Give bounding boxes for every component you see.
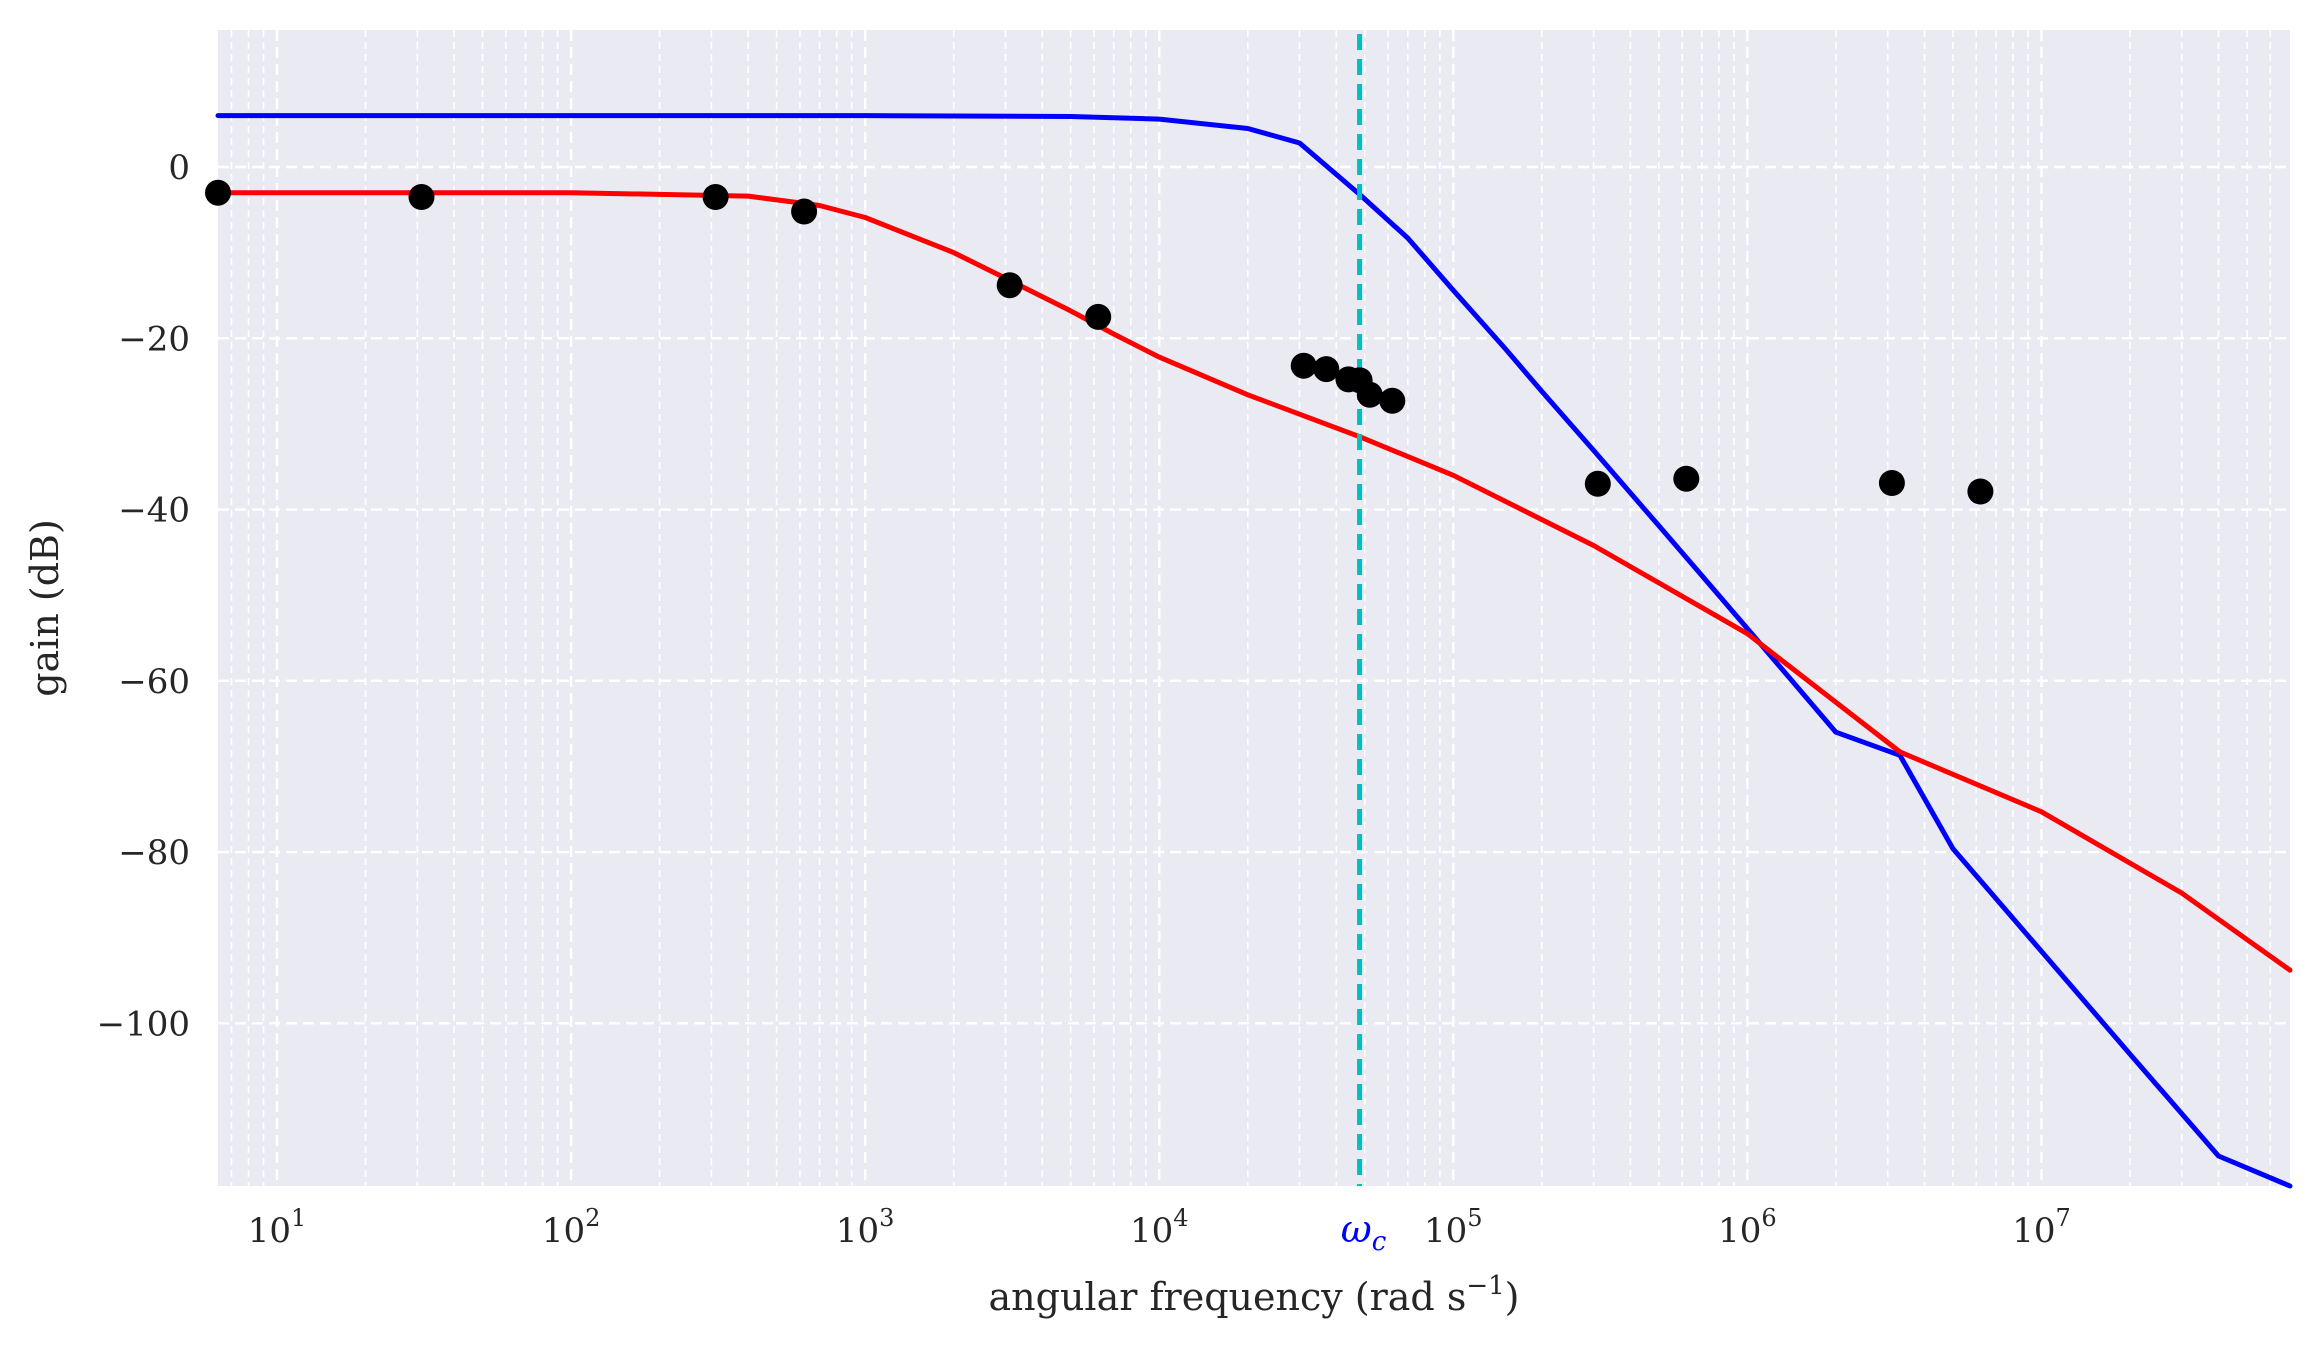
measured-point [205,179,231,206]
measured-point [702,184,729,210]
x-tick-exponent: 1 [291,1204,306,1232]
measured-point [1356,381,1383,408]
measured-point [1584,470,1611,497]
x-tick-exponent: 5 [1467,1204,1482,1232]
cutoff-label-symbol: ω [1341,1207,1372,1251]
y-axis-label: gain (dB) [23,519,67,697]
x-tick-label: 102 [542,1204,601,1251]
measured-point [1313,356,1340,383]
x-tick-base: 10 [248,1211,291,1251]
x-axis-label-main: angular frequency (rad s [989,1275,1467,1319]
x-tick-label: 107 [2012,1204,2071,1251]
x-tick-base: 10 [1130,1211,1173,1251]
x-tick-base: 10 [1424,1211,1467,1251]
measured-point [1085,303,1112,330]
cutoff-frequency-label: ωc [1341,1207,1387,1257]
y-tick-label: −60 [118,662,190,702]
red-response-line [215,190,2293,973]
x-axis-label-close: ) [1505,1275,1520,1319]
x-tick-exponent: 6 [1761,1204,1776,1232]
x-tick-base: 10 [1718,1211,1761,1251]
measured-point [408,184,435,210]
x-axis-label-exponent: −1 [1466,1271,1504,1301]
cutoff-label-subscript: c [1372,1227,1387,1257]
x-tick-exponent: 4 [1173,1204,1188,1232]
measured-point [996,272,1023,299]
x-tick-label: 104 [1130,1204,1189,1251]
y-tick-label: 0 [168,148,190,188]
measured-point [791,198,818,225]
y-tick-label: −100 [97,1004,190,1044]
x-tick-base: 10 [836,1211,879,1251]
measured-point [1673,465,1700,492]
x-axis-label: angular frequency (rad s−1) [989,1271,1520,1319]
y-tick-label: −20 [118,319,190,359]
x-tick-exponent: 7 [2055,1204,2070,1232]
x-tick-label: 106 [1718,1204,1777,1251]
minor-gridlines [230,30,2272,1186]
major-gridlines [218,30,2290,1186]
measured-point [1967,478,1994,505]
measured-point [1379,387,1406,414]
x-tick-base: 10 [2012,1211,2055,1251]
x-tick-label: 103 [836,1204,895,1251]
measured-point [1878,470,1905,496]
y-tick-label: −40 [118,491,190,531]
x-tick-label: 101 [248,1204,307,1251]
y-tick-label: −80 [118,833,190,873]
series-layer [215,113,2293,1189]
measured-point [1290,352,1317,379]
blue-response-line [215,113,2293,1189]
x-tick-label: 105 [1424,1204,1483,1251]
x-tick-exponent: 3 [879,1204,894,1232]
data-points-layer [205,179,1994,505]
x-tick-base: 10 [542,1211,585,1251]
y-tick-labels: 0 −20 −40 −60 −80 −100 [97,148,190,1044]
x-tick-exponent: 2 [585,1204,600,1232]
plot-area-background [218,30,2290,1186]
